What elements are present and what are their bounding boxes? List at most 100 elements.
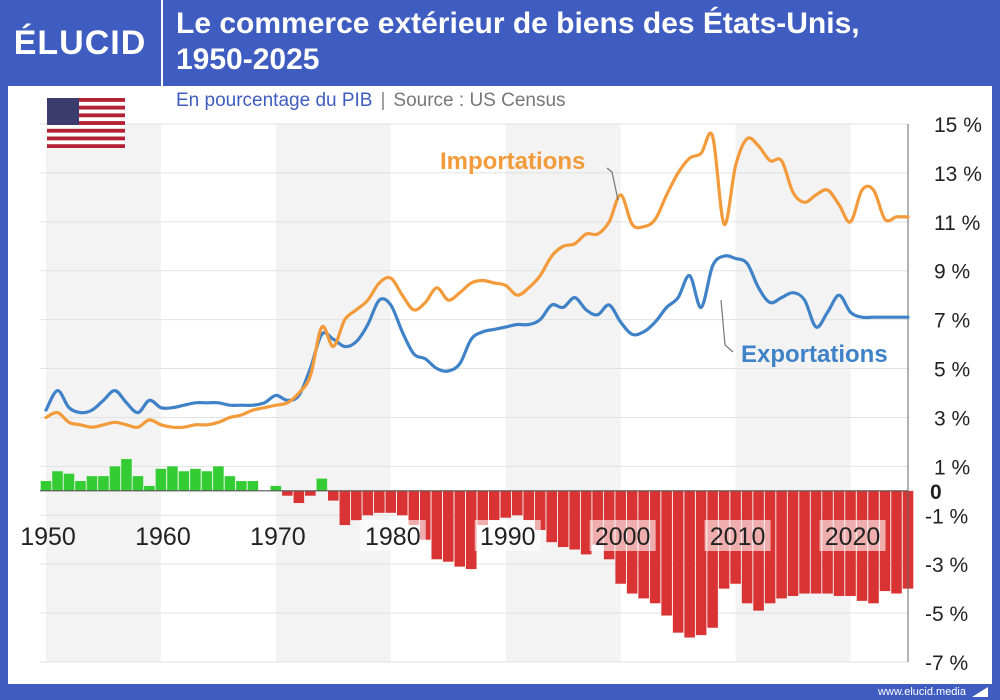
balance-bar (75, 481, 86, 491)
x-tick-label: 1950 (20, 523, 76, 551)
y-tick-label: 5 % (934, 359, 970, 382)
balance-bar (442, 490, 454, 562)
decade-band (275, 124, 391, 662)
balance-bar (98, 476, 109, 491)
x-tick-label-bg (589, 520, 656, 551)
x-tick-label-bg (359, 520, 426, 551)
balance-bar (144, 485, 155, 491)
balance-bar (293, 490, 305, 504)
balance-bar (40, 481, 52, 491)
balance-bar (810, 490, 822, 594)
balance-bar (362, 490, 374, 516)
balance-bar (121, 459, 132, 491)
y-tick-label: -5 % (925, 603, 968, 626)
y-tick-label: 15 % (934, 114, 982, 137)
balance-bar (488, 490, 500, 521)
balance-bar (201, 471, 213, 491)
balance-bar (351, 490, 362, 521)
decade-band (46, 124, 161, 662)
balance-bar (672, 490, 684, 633)
balance-bar (190, 468, 201, 491)
chart-title-line-1: Le commerce extérieur de biens des États… (176, 7, 860, 40)
balance-bar (695, 490, 707, 636)
balance-bar (63, 473, 75, 491)
chart-title: Le commerce extérieur de biens des États… (176, 6, 976, 78)
logo-divider (161, 0, 163, 86)
subtitle-separator: | (380, 90, 386, 111)
x-tick-label: 1990 (480, 523, 536, 551)
balance-bar (707, 490, 718, 628)
x-tick-label-bg (474, 520, 541, 551)
footer-url[interactable]: www.elucid.media (877, 686, 966, 698)
imports-label: Importations (440, 148, 585, 175)
y-tick-label: -1 % (925, 505, 968, 528)
balance-bar (270, 485, 282, 491)
x-tick-label-bg (819, 520, 886, 551)
source-text: Source : US Census (393, 90, 566, 111)
balance-bar (178, 471, 190, 491)
balance-bar (385, 490, 397, 513)
x-tick-label: 1960 (135, 523, 191, 551)
balance-bar (592, 490, 603, 545)
balance-bar (534, 490, 546, 530)
balance-bar (374, 490, 385, 513)
balance-bar (109, 466, 121, 491)
balance-bar (523, 490, 535, 521)
elucid-logo[interactable]: ÉLUCID (13, 23, 147, 62)
balance-bar (86, 476, 98, 491)
balance-bar (155, 468, 167, 491)
balance-bar (305, 490, 316, 496)
exports-label: Exportations (741, 341, 888, 368)
balance-bar (167, 466, 178, 491)
balance-bar (477, 490, 489, 526)
balance-bar (511, 490, 523, 516)
header: ÉLUCID Le commerce extérieur de biens de… (0, 0, 1000, 86)
balance-bar (557, 490, 569, 548)
balance-bar (891, 490, 902, 594)
line-exportations (44, 254, 910, 415)
balance-bar (569, 490, 580, 550)
line-importations (44, 131, 910, 430)
y-tick-label: 11 % (934, 212, 980, 235)
balance-bar (247, 481, 259, 491)
y-tick-label: 0 (930, 481, 942, 504)
balance-bar (224, 476, 236, 491)
balance-bar (661, 490, 672, 616)
exports-leader-line (720, 299, 734, 353)
balance-bar (500, 490, 512, 518)
balance-bar (328, 490, 339, 501)
us-flag-icon (47, 98, 125, 148)
y-tick-label: 1 % (934, 456, 970, 479)
decade-band (505, 124, 621, 662)
x-tick-label: 1970 (250, 523, 306, 551)
balance-bar (580, 490, 592, 555)
x-tick-label: 2020 (825, 523, 881, 551)
balance-bar (431, 490, 443, 560)
balance-bar (776, 490, 787, 599)
balance-bar (419, 490, 431, 540)
subtitle-text: En pourcentage du PIB (176, 90, 373, 111)
y-tick-label: -7 % (925, 652, 968, 675)
y-tick-label: -3 % (925, 554, 968, 577)
elucid-mark-icon (972, 687, 988, 697)
balance-bar (408, 490, 420, 526)
balance-bar (213, 466, 224, 491)
x-tick-label: 2000 (595, 523, 651, 551)
balance-bar (339, 490, 351, 526)
y-tick-label: 7 % (934, 310, 970, 333)
balance-bar (454, 490, 466, 567)
balance-bar (316, 478, 328, 491)
balance-bar (282, 490, 293, 496)
balance-bar (465, 490, 477, 570)
balance-bar (546, 490, 557, 543)
y-tick-label: 3 % (934, 407, 970, 430)
x-tick-label: 1980 (365, 523, 421, 551)
y-tick-label: 9 % (934, 261, 970, 284)
y-tick-label: 13 % (934, 163, 982, 186)
balance-bar (787, 490, 799, 596)
x-tick-label: 2010 (710, 523, 766, 551)
subtitle: En pourcentage du PIB | Source : US Census (176, 90, 566, 112)
balance-bar (132, 476, 144, 491)
balance-bar (236, 481, 247, 491)
